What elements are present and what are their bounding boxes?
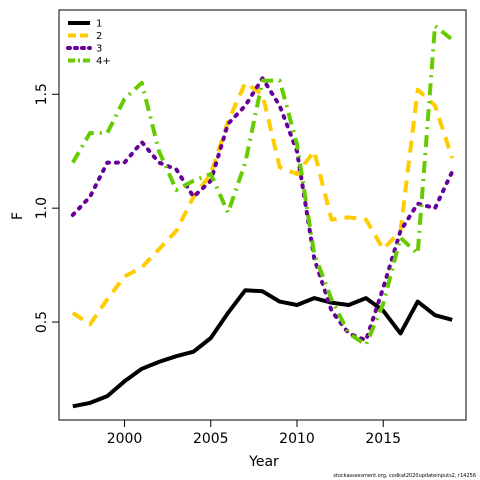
plot-border (58, 9, 467, 421)
series-line-3 (70, 76, 455, 343)
y-axis-title: F (10, 212, 26, 220)
series-line-1 (72, 288, 453, 409)
y-tick-label: 1.0 (34, 197, 50, 219)
legend-label: 4+ (96, 56, 111, 67)
series-line-2 (71, 80, 455, 327)
legend: 12 34+ (66, 19, 111, 67)
legend-label: 3 (96, 44, 102, 55)
footnote: stockassessment.org, codkat2020updateinp… (333, 473, 476, 479)
x-tick-label: 2010 (279, 431, 315, 447)
x-tick-label: 2005 (193, 431, 229, 447)
legend-label: 1 (96, 19, 102, 30)
series-line-4 (71, 23, 454, 347)
legend-label: 2 (96, 31, 102, 42)
x-axis-title: Year (248, 454, 279, 470)
y-tick-label: 1.5 (34, 83, 50, 105)
plot-frame (58, 9, 467, 421)
y-axis: 0.5 1.0 1.5 (34, 83, 59, 333)
x-tick-label: 2000 (107, 431, 143, 447)
x-axis: 2000 2005 2010 2015 (107, 420, 401, 447)
x-tick-label: 2015 (365, 431, 401, 447)
y-tick-label: 0.5 (34, 311, 50, 333)
series-group (70, 23, 455, 409)
